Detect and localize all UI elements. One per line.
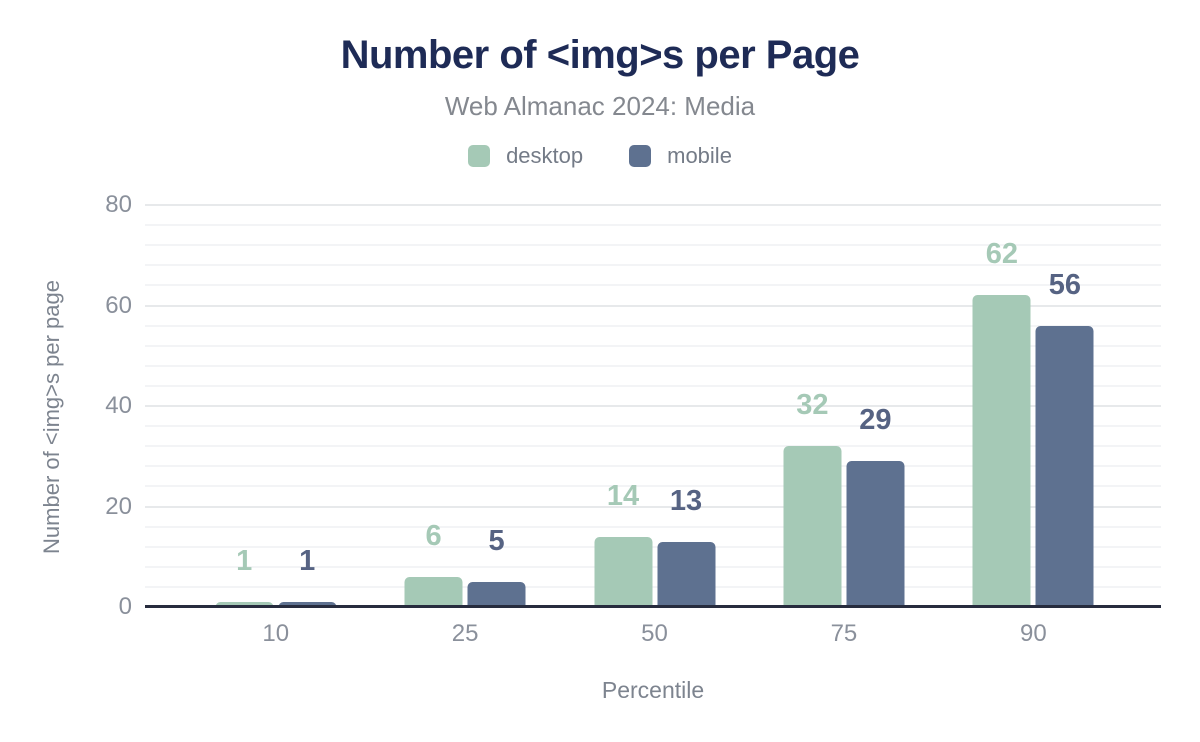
x-axis-title: Percentile [601,677,705,703]
bar-value-label: 13 [669,484,703,517]
bar-pair: 62 56 [972,240,1094,607]
bar-group-10: 1 1 10 [181,205,370,647]
gridline-minor [145,324,1161,327]
bar-value-label: 6 [425,519,442,552]
legend-swatch-icon [629,145,652,167]
x-tick-label: 25 [451,620,479,647]
x-tick-label: 50 [641,620,668,647]
bar-desktop: 1 [215,546,274,607]
gridline-major [145,505,1161,508]
gridline-minor [145,344,1161,347]
bar-value-label: 29 [859,404,892,437]
bar-pair: 32 29 [783,391,905,607]
legend-item-mobile: mobile [629,143,732,169]
y-axis-ticks: 0 20 40 60 80 [0,191,132,620]
chart-title: Number of <img>s per Page [340,33,860,77]
legend-swatch-icon [468,145,491,167]
x-tick-label: 90 [1019,620,1047,647]
gridline-minor [145,485,1161,488]
bar-group-75: 32 29 75 [749,205,938,647]
gridline-minor [145,585,1161,588]
gridline-minor [145,224,1161,227]
gridline-minor [145,465,1161,468]
gridline-minor [145,264,1161,267]
bar-group-90: 62 56 90 [939,205,1128,647]
gridline-minor [145,545,1161,548]
y-tick-label: 80 [105,191,132,218]
bar-desktop: 6 [404,521,463,607]
bar-desktop: 14 [594,481,653,607]
chart-legend: desktop mobile [0,143,1200,169]
bar-value-label: 62 [985,238,1018,271]
bar-value-label: 14 [606,479,640,512]
bar-band-area: 1 1 10 6 5 25 14 13 50 32 29 75 62 56 90 [181,205,1128,647]
gridline-minor [145,565,1161,568]
bar-desktop: 62 [972,240,1031,607]
chart-subtitle: Web Almanac 2024: Media [444,91,756,121]
bar-value-label: 5 [488,524,505,557]
legend-label: desktop [506,143,584,168]
gridline-minor [145,425,1161,428]
gridline-major [145,204,1161,206]
gridline-minor [145,525,1161,528]
legend-item-desktop: desktop [468,143,583,169]
gridline-minor [145,244,1161,247]
x-axis-line [145,605,1161,608]
bar-value-label: 1 [236,544,253,577]
bar-mobile: 5 [467,526,526,607]
x-tick-label: 75 [830,620,858,647]
y-tick-label: 20 [105,492,132,520]
legend-label: mobile [667,143,732,168]
plot-area: 1 1 10 6 5 25 14 13 50 32 29 75 62 56 90 [145,204,1161,647]
gridline-major [145,304,1161,307]
bar-pair: 14 13 [594,481,716,607]
bar-mobile: 13 [657,486,716,607]
bar-value-label: 32 [796,389,829,422]
bar-desktop: 32 [783,391,842,607]
y-tick-label: 40 [105,392,132,419]
gridline-minor [145,364,1161,367]
bar-group-25: 6 5 25 [370,205,559,647]
gridline-major [145,405,1161,407]
bar-group-50: 14 13 50 [560,205,749,647]
y-tick-label: 60 [105,291,132,319]
bar-value-label: 56 [1048,268,1081,301]
bar-mobile: 1 [278,546,337,607]
gridline-minor [145,284,1161,287]
y-tick-label: 0 [118,593,132,620]
bar-mobile: 56 [1035,270,1094,607]
bar-value-label: 1 [299,544,316,577]
gridline-minor [145,384,1161,387]
x-tick-label: 10 [262,620,290,647]
bar-mobile: 29 [846,406,905,607]
gridline-minor [145,445,1161,448]
